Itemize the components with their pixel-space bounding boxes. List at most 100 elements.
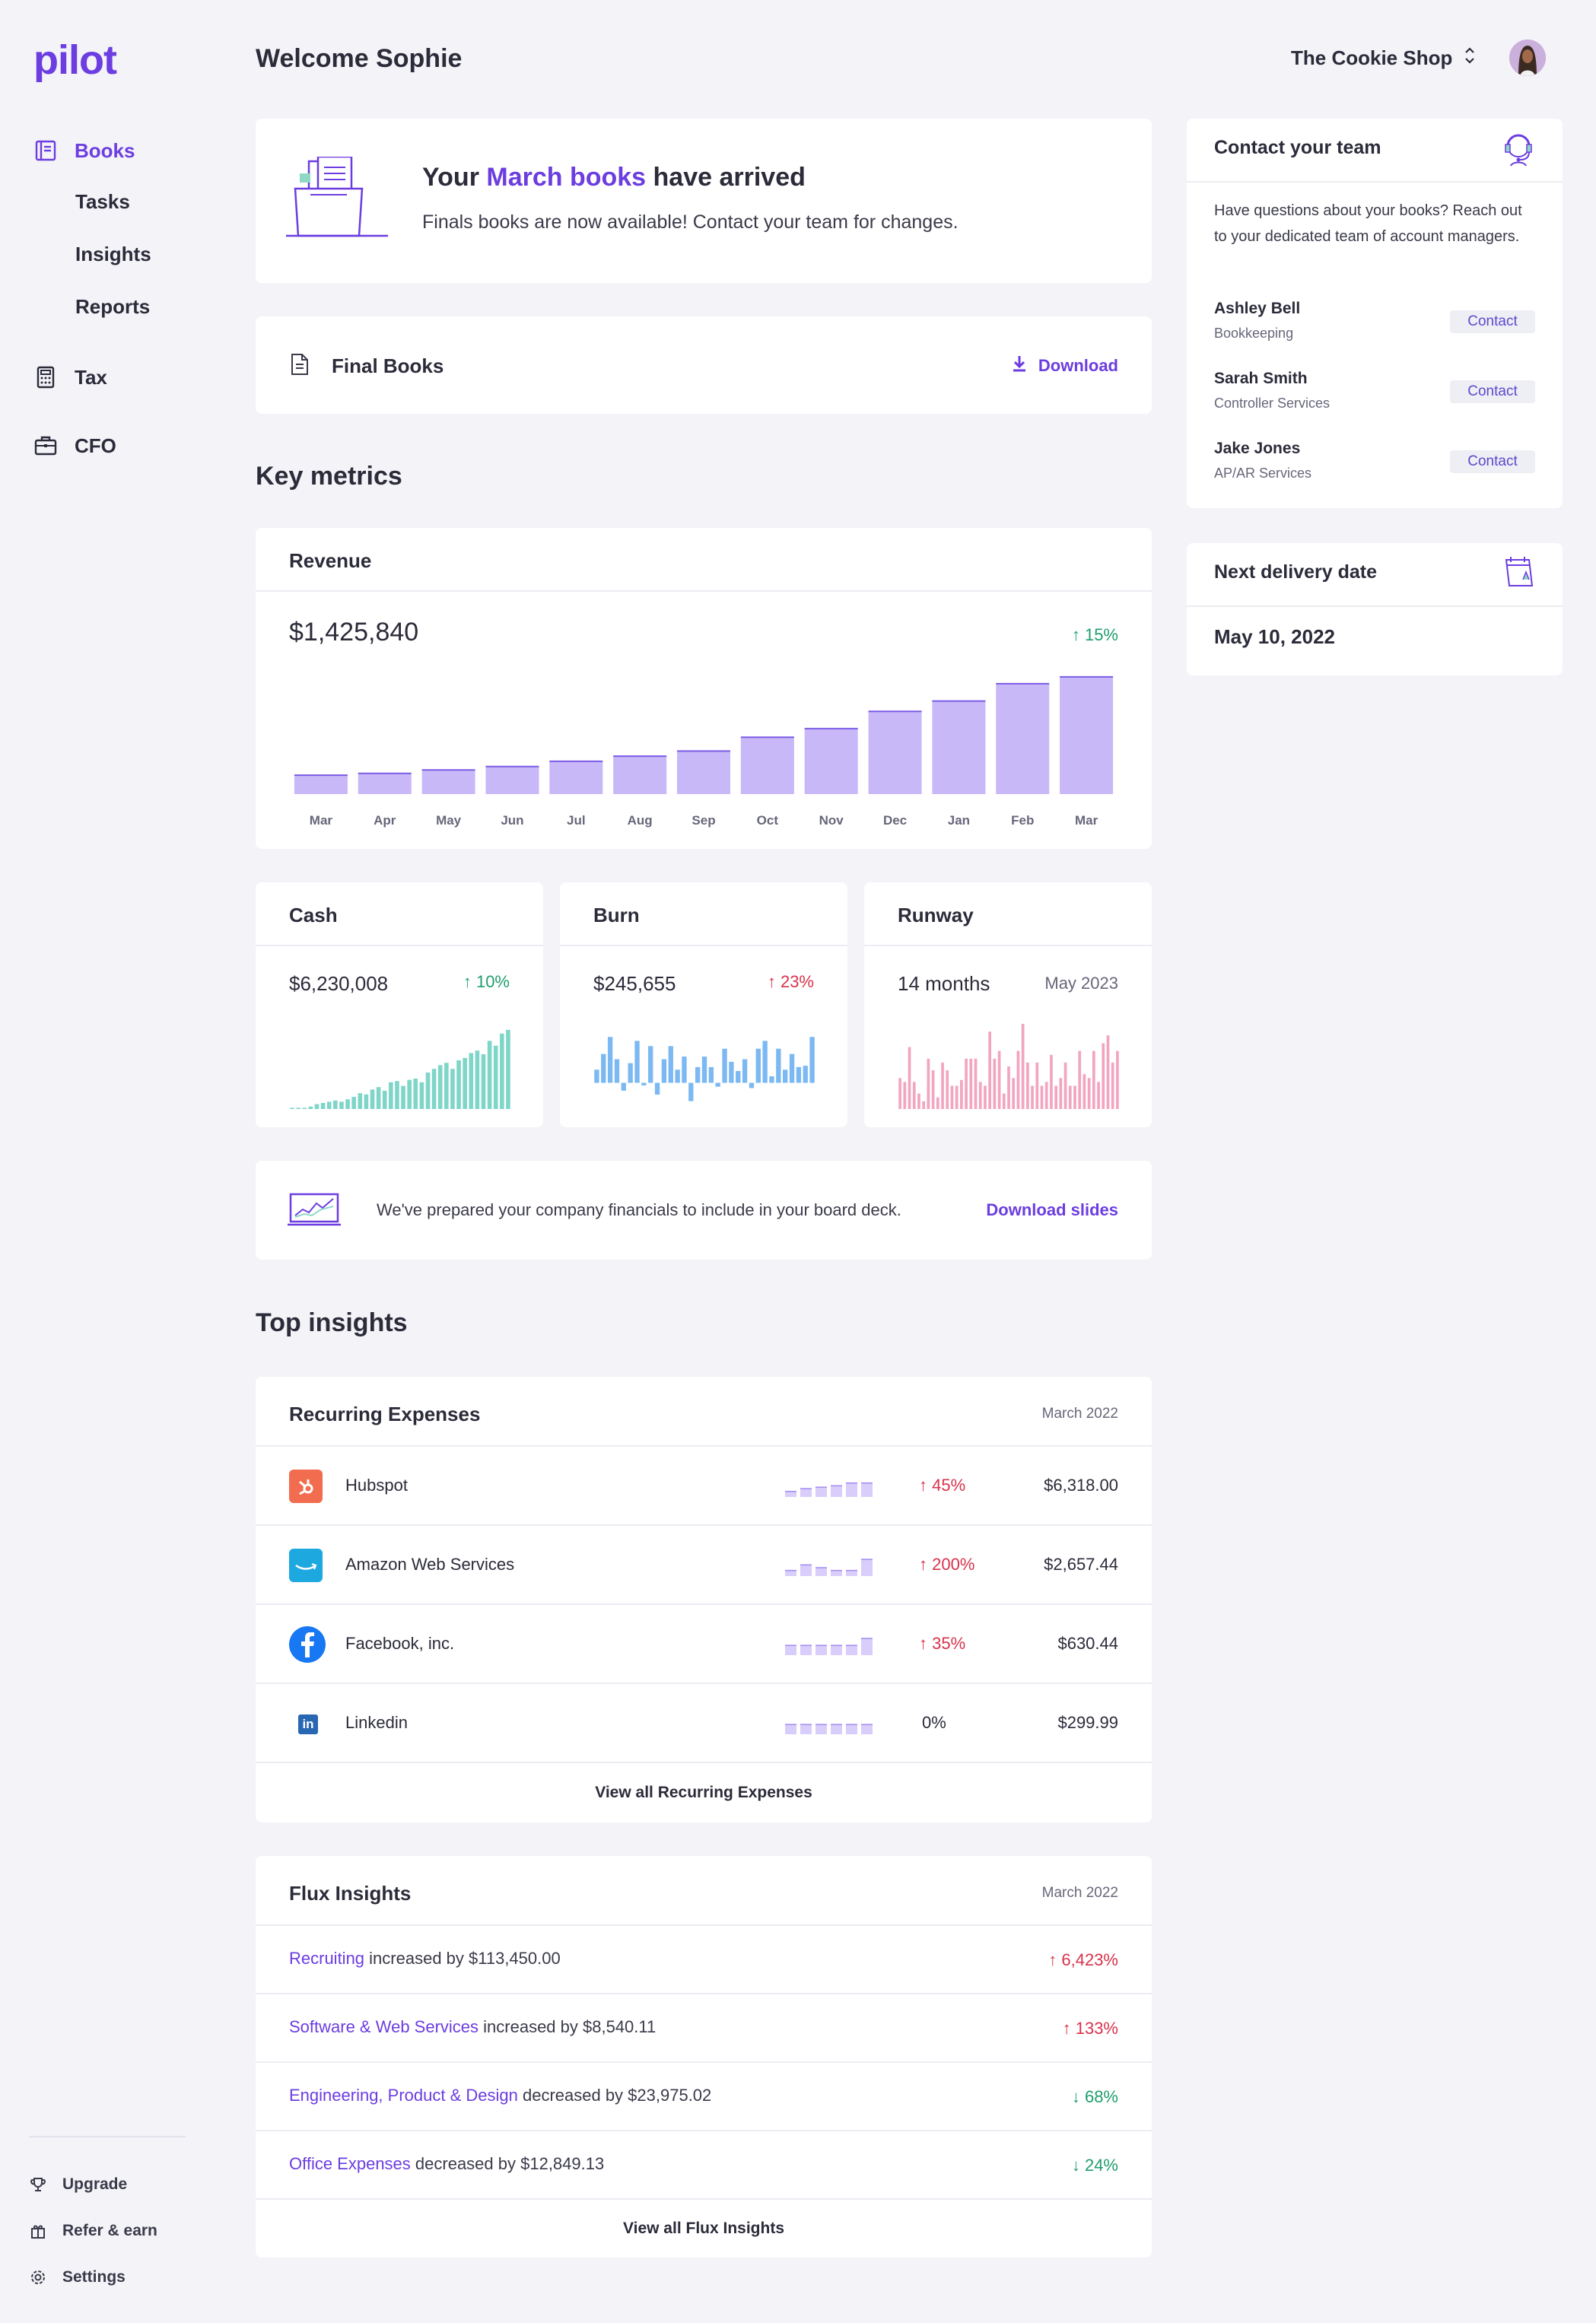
sparkline-bar	[785, 1724, 796, 1734]
list-item[interactable]: Software & Web Services increased by $8,…	[256, 1993, 1152, 2061]
list-item[interactable]: Hubspot ↑ 45% $6,318.00	[256, 1445, 1152, 1524]
contact-button[interactable]: Contact	[1450, 310, 1535, 333]
books-arrived-banner: Your March books have arrived Finals boo…	[256, 119, 1152, 283]
sidebar-item-label: Tax	[75, 365, 107, 389]
revenue-bar	[740, 737, 794, 794]
contact-button[interactable]: Contact	[1450, 450, 1535, 473]
list-item[interactable]: Office Expenses decreased by $12,849.13 …	[256, 2130, 1152, 2198]
revenue-tick-label: May	[436, 813, 462, 828]
member-role: Bookkeeping	[1214, 326, 1294, 341]
cash-bar	[308, 1106, 313, 1109]
sidebar-item-books[interactable]: Books	[33, 138, 135, 163]
cash-change: ↑ 10%	[463, 972, 510, 991]
category-link[interactable]: Engineering, Product & Design	[289, 2086, 518, 2105]
burn-bar	[668, 1046, 673, 1083]
runway-bar	[955, 1085, 959, 1109]
contact-team-card: Contact your team Have questions about y…	[1187, 119, 1563, 508]
runway-bar	[898, 1078, 901, 1109]
sparkline-bar	[831, 1724, 842, 1734]
runway-bar	[1092, 1050, 1095, 1109]
cash-bar	[463, 1057, 467, 1109]
revenue-bar	[358, 773, 412, 794]
runway-bar	[988, 1031, 992, 1109]
gear-icon	[29, 2268, 47, 2286]
runway-bar	[927, 1058, 930, 1109]
cash-bar	[401, 1085, 405, 1109]
list-item[interactable]: Recruiting increased by $113,450.00 ↑ 6,…	[256, 1924, 1152, 1993]
download-slides-link[interactable]: Download slides	[986, 1200, 1118, 1219]
runway-bar	[1083, 1074, 1086, 1109]
burn-bar	[762, 1041, 768, 1083]
flux-text: increased by $8,540.11	[478, 2017, 657, 2036]
burn-bar	[607, 1037, 613, 1083]
banner-title-highlight: March books	[486, 163, 647, 192]
list-item[interactable]: in Linkedin 0% $299.99	[256, 1683, 1152, 1762]
cash-bar	[413, 1079, 418, 1109]
download-button[interactable]: Download	[1011, 354, 1118, 377]
contact-button[interactable]: Contact	[1450, 380, 1535, 403]
banner-title: Your March books have arrived	[422, 163, 806, 192]
change-value: ↑ 200%	[919, 1555, 975, 1574]
runway-bar	[1021, 1024, 1025, 1109]
revenue-bar	[932, 701, 986, 794]
sidebar-item-upgrade[interactable]: Upgrade	[29, 2175, 127, 2194]
sidebar-item-refer[interactable]: Refer & earn	[29, 2222, 157, 2240]
sidebar-item-reports[interactable]: Reports	[75, 295, 151, 318]
view-all-recurring-link[interactable]: View all Recurring Expenses	[256, 1762, 1152, 1822]
list-item[interactable]: Engineering, Product & Design decreased …	[256, 2061, 1152, 2130]
burn-bar	[789, 1053, 795, 1083]
revenue-tick-label: Nov	[819, 813, 844, 828]
flux-text: increased by $113,450.00	[364, 1949, 561, 1968]
list-item[interactable]: Facebook, inc. ↑ 35% $630.44	[256, 1603, 1152, 1683]
list-item[interactable]: Amazon Web Services ↑ 200% $2,657.44	[256, 1524, 1152, 1603]
sidebar-item-tax[interactable]: Tax	[33, 365, 107, 389]
sparkline-bar	[861, 1482, 873, 1497]
revenue-bar	[677, 751, 730, 794]
burn-bar	[594, 1069, 599, 1083]
runway-bar	[922, 1101, 926, 1109]
gift-icon	[29, 2222, 47, 2240]
runway-date: May 2023	[1044, 974, 1118, 993]
category-link[interactable]: Recruiting	[289, 1949, 365, 1968]
cash-bar	[450, 1069, 455, 1109]
sparkline-bar	[861, 1638, 873, 1655]
view-all-flux-link[interactable]: View all Flux Insights	[256, 2198, 1152, 2258]
cash-bar	[339, 1101, 344, 1109]
vendor-name: Linkedin	[345, 1713, 408, 1732]
revenue-bar	[868, 711, 922, 794]
runway-bar	[1059, 1078, 1063, 1109]
runway-bar	[1012, 1078, 1016, 1109]
cash-bar	[290, 1107, 294, 1109]
cash-bar	[395, 1081, 399, 1109]
category-link[interactable]: Office Expenses	[289, 2154, 411, 2173]
cash-bar	[376, 1087, 381, 1109]
sparkline-bar	[831, 1570, 842, 1576]
sidebar-item-cfo[interactable]: CFO	[33, 434, 116, 458]
cash-bar	[493, 1045, 498, 1109]
burn-bar	[769, 1076, 774, 1083]
runway-bar	[1111, 1062, 1114, 1109]
sidebar-item-tasks[interactable]: Tasks	[75, 190, 130, 213]
sparkline-bar	[815, 1645, 827, 1655]
cash-bar	[351, 1097, 356, 1109]
avatar[interactable]	[1509, 40, 1546, 76]
category-link[interactable]: Software & Web Services	[289, 2017, 479, 2036]
company-switcher[interactable]: The Cookie Shop	[1291, 46, 1475, 71]
cash-bar	[506, 1030, 510, 1109]
document-icon	[291, 353, 309, 380]
pilot-logo[interactable]: pilot	[33, 37, 117, 83]
burn-bar	[749, 1082, 755, 1088]
sidebar-item-settings[interactable]: Settings	[29, 2268, 126, 2286]
burn-bar	[675, 1069, 680, 1083]
sidebar-item-label: Books	[75, 138, 135, 162]
amount-value: $6,318.00	[1044, 1476, 1118, 1495]
sparkline-bar	[785, 1645, 796, 1655]
revenue-tick-label: Jun	[501, 813, 523, 828]
flux-date: March 2022	[1041, 1885, 1118, 1901]
runway-bar	[931, 1070, 935, 1109]
cash-chart	[290, 1030, 510, 1109]
books-folder-icon	[286, 155, 388, 246]
contact-team-title: Contact your team	[1214, 137, 1381, 158]
sidebar-item-insights[interactable]: Insights	[75, 243, 151, 265]
sparkline	[785, 1724, 873, 1734]
